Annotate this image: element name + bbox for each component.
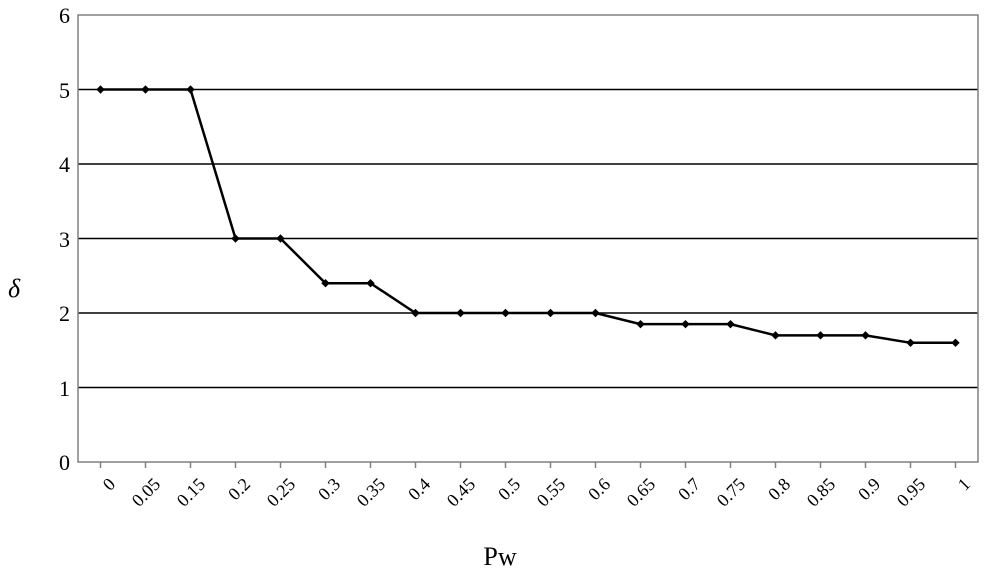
y-tick-label: 4 — [40, 152, 70, 178]
y-tick-label: 0 — [40, 450, 70, 476]
y-tick-label: 5 — [40, 78, 70, 104]
y-tick-label: 1 — [40, 376, 70, 402]
y-tick-label: 2 — [40, 301, 70, 327]
chart-container: δ Pw 012345600.050.150.20.250.30.350.40.… — [0, 0, 1000, 578]
y-tick-label: 3 — [40, 227, 70, 253]
y-tick-label: 6 — [40, 3, 70, 29]
